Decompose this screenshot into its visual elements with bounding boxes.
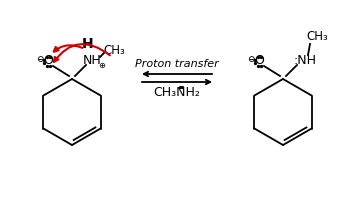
- Text: CH₃: CH₃: [103, 45, 125, 58]
- Text: ⊖: ⊖: [36, 54, 44, 64]
- Text: NH: NH: [83, 54, 101, 68]
- Text: H: H: [82, 37, 94, 51]
- Text: O: O: [254, 54, 264, 68]
- Text: ⊕: ⊕: [98, 62, 106, 71]
- Text: Proton transfer: Proton transfer: [135, 59, 219, 69]
- Text: O: O: [43, 54, 53, 68]
- Text: ⊖: ⊖: [247, 54, 255, 64]
- Text: CH₃: CH₃: [306, 30, 328, 44]
- Text: CH₃NH₂: CH₃NH₂: [154, 86, 201, 98]
- Text: :NH: :NH: [293, 54, 317, 68]
